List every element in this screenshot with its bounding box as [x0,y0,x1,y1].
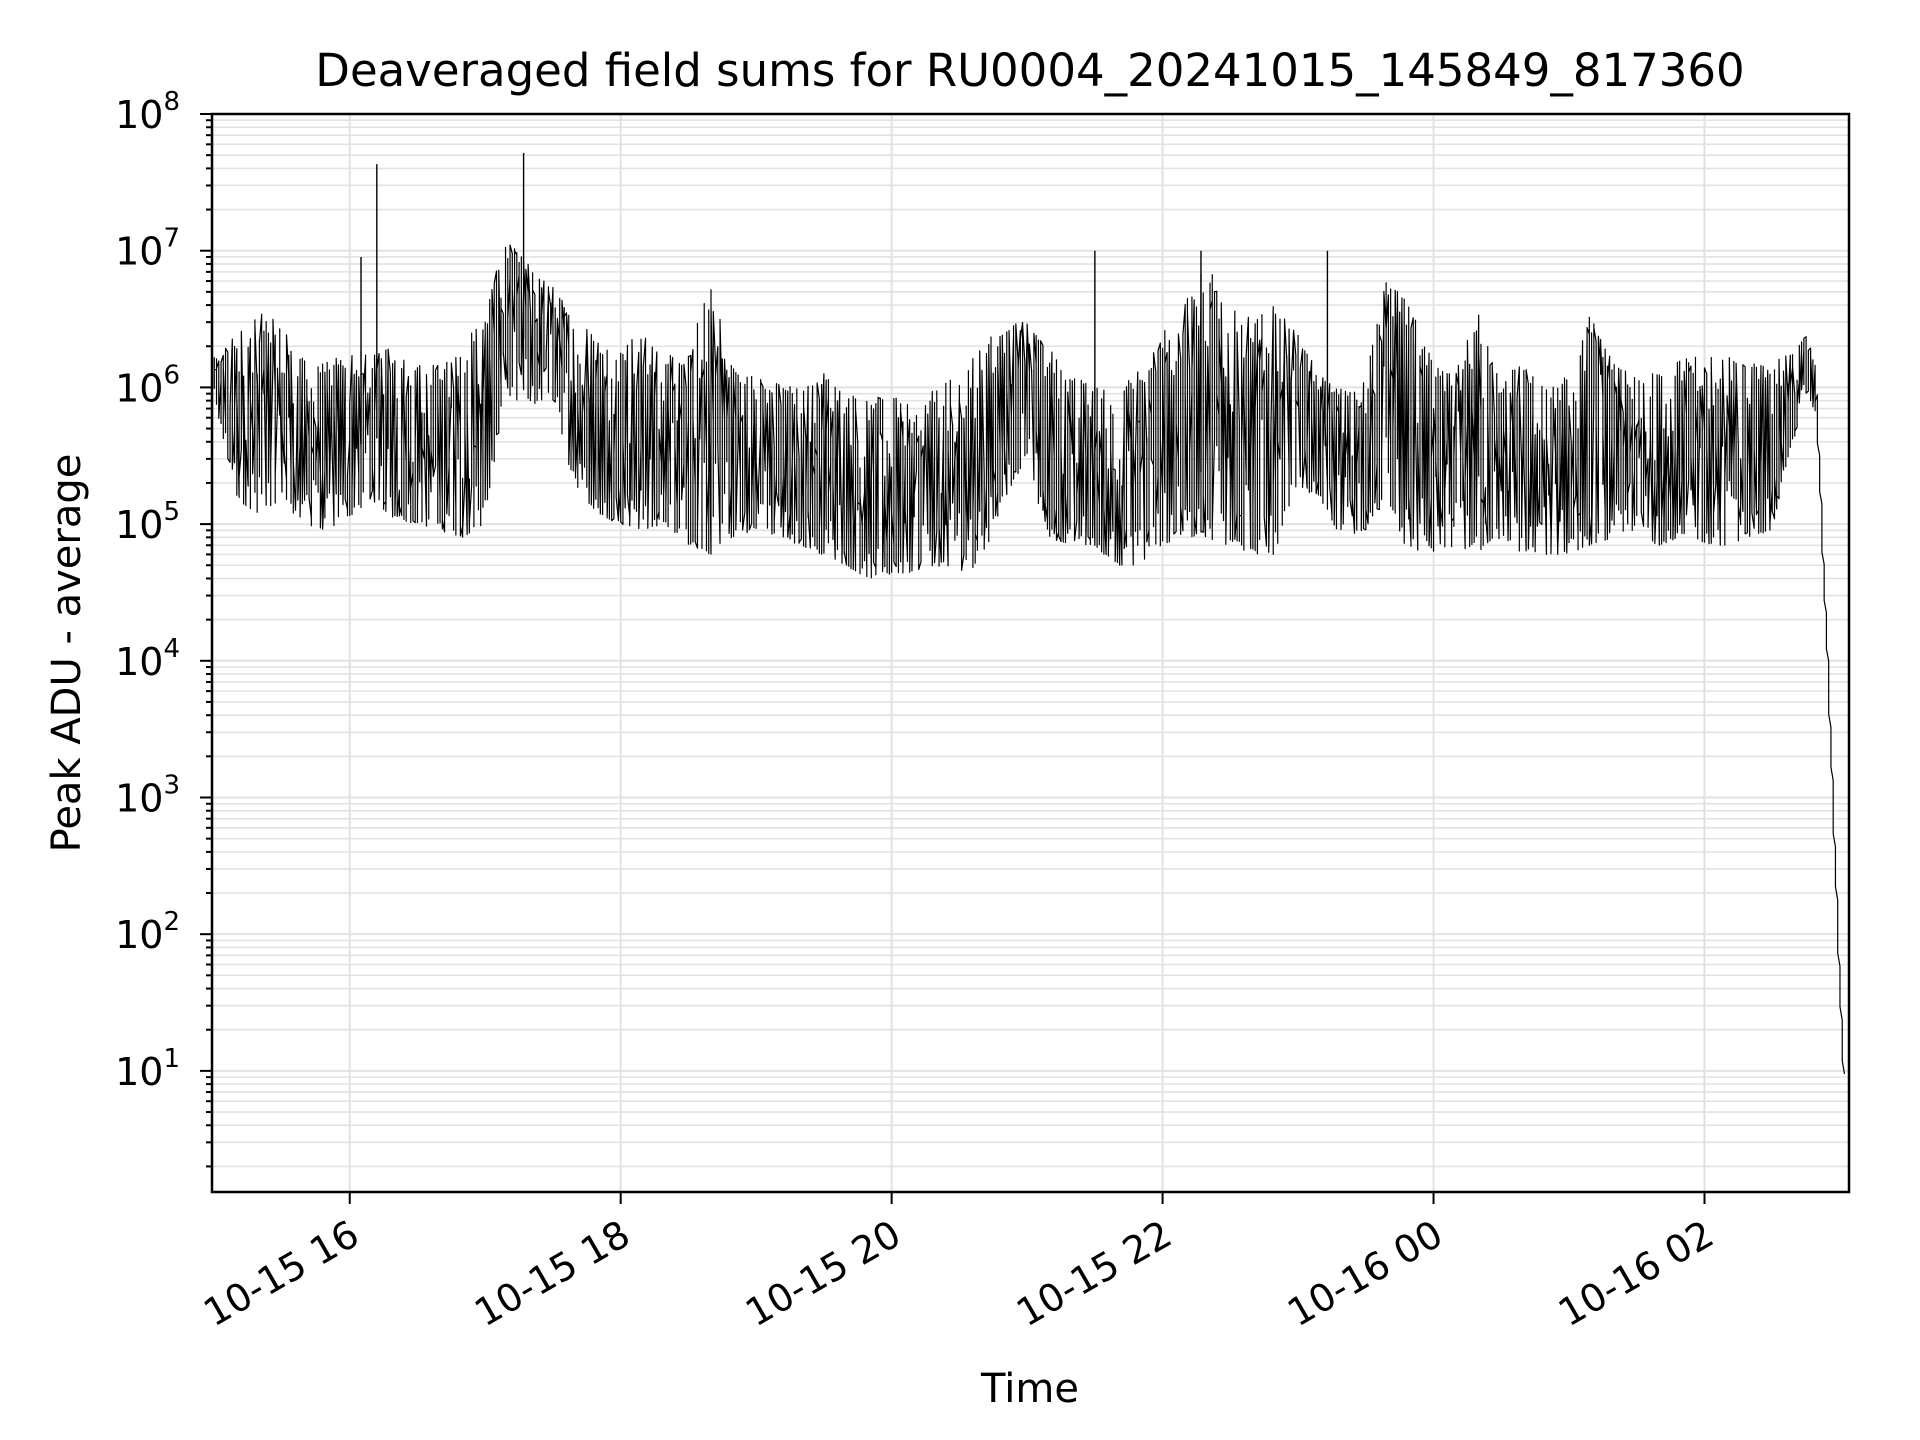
y-tick-label: 102 [115,907,180,957]
plot-frame [210,112,1851,1194]
x-axis-label: Time [980,1366,1079,1412]
y-tick-label: 105 [115,497,180,547]
data-layer [213,152,1846,1075]
y-tick-label: 107 [115,224,180,274]
grid-layer [212,113,1849,1192]
y-tick-label: 103 [115,770,180,820]
y-tick-label: 108 [115,87,180,137]
y-tick-label: 104 [115,634,180,684]
y-axis-label: Peak ADU - average [44,454,90,853]
chart-title: Deaveraged field sums for RU0004_2024101… [315,44,1744,97]
y-tick-label: 101 [115,1044,180,1094]
series-line [213,244,1846,1075]
y-tick-label: 106 [115,360,180,410]
